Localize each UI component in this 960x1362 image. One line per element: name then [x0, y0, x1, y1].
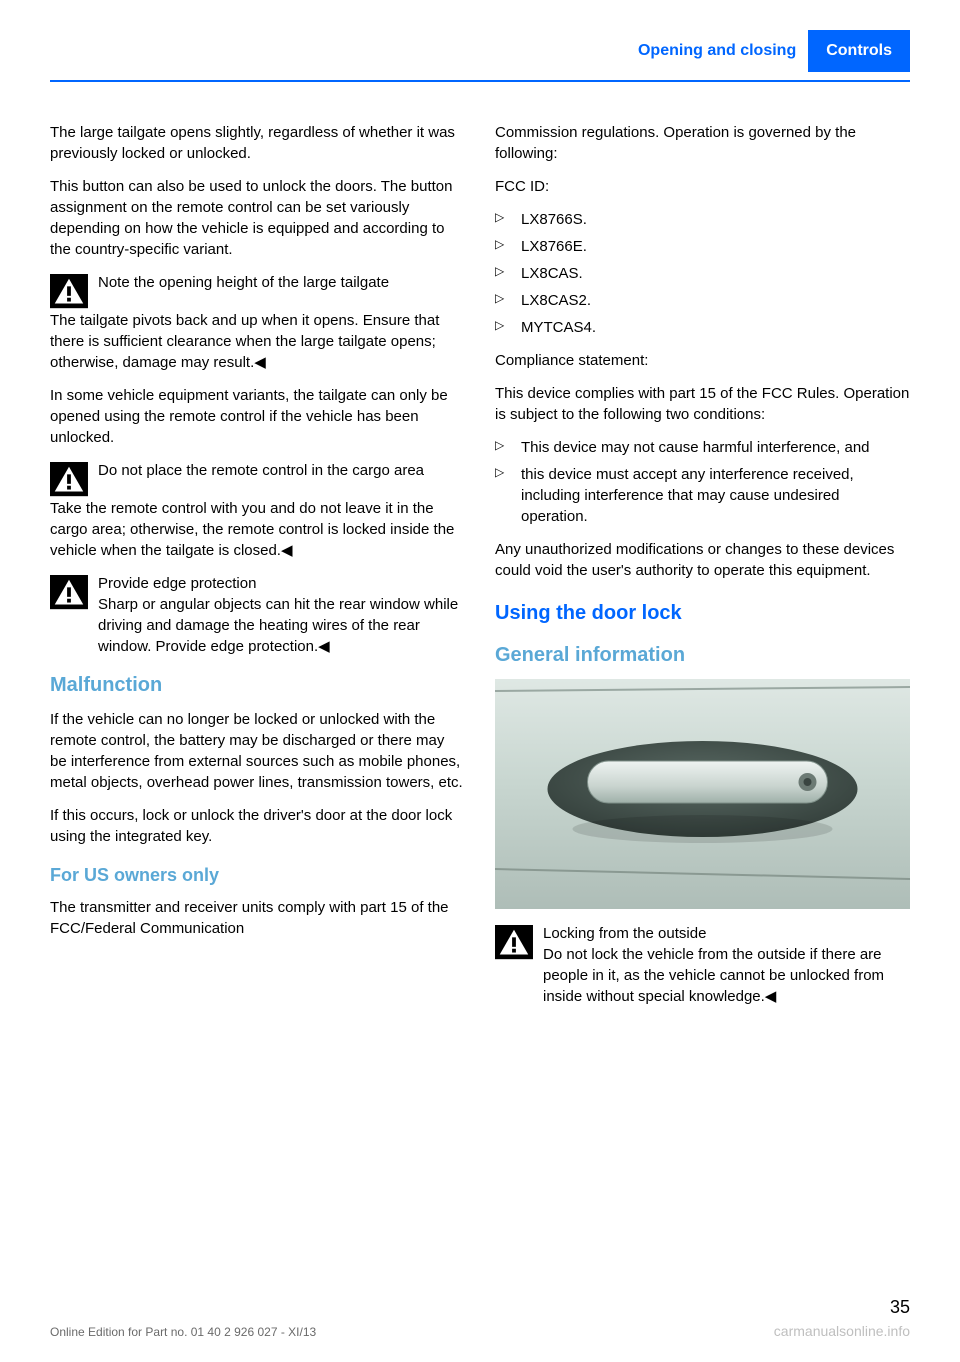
heading-general-info: General information — [495, 641, 910, 669]
header-chapter: Controls — [808, 30, 910, 72]
warning-icon — [50, 462, 88, 496]
left-column: The large tailgate opens slightly, regar… — [50, 122, 465, 1019]
body-text: If the vehicle can no longer be locked o… — [50, 709, 465, 793]
list-item: LX8766E. — [495, 236, 910, 257]
body-text: This button can also be used to unlock t… — [50, 176, 465, 260]
page-number: 35 — [50, 1295, 910, 1320]
list-item: LX8CAS. — [495, 263, 910, 284]
watermark-text: carmanualsonline.info — [774, 1322, 910, 1342]
body-text: The large tailgate opens slightly, regar… — [50, 122, 465, 164]
warning-body: Do not lock the vehicle from the outside… — [543, 946, 884, 1005]
edition-text: Online Edition for Part no. 01 40 2 926 … — [50, 1324, 316, 1341]
warning-title: Locking from the outside — [543, 923, 910, 944]
body-text: Compliance statement: — [495, 350, 910, 371]
warning-title: Do not place the remote control in the c… — [98, 460, 465, 481]
warning-block: Provide edge protection Sharp or angular… — [50, 573, 465, 657]
heading-malfunction: Malfunction — [50, 671, 465, 699]
warning-title: Provide edge protection — [98, 573, 465, 594]
heading-door-lock: Using the door lock — [495, 599, 910, 627]
heading-us-owners: For US owners only — [50, 863, 465, 888]
warning-body: The tailgate pivots back and up when it … — [50, 310, 465, 373]
body-text: This device complies with part 15 of the… — [495, 383, 910, 425]
list-item: this device must accept any interference… — [495, 464, 910, 527]
warning-icon — [50, 274, 88, 308]
page-header: Opening and closing Controls — [50, 30, 910, 72]
list-item: This device may not cause harmful interf… — [495, 437, 910, 458]
warning-body: Sharp or angular objects can hit the rea… — [98, 596, 458, 655]
warning-block: Do not place the remote control in the c… — [50, 460, 465, 561]
warning-block: Note the opening height of the large tai… — [50, 272, 465, 373]
fcc-label: FCC ID: — [495, 176, 910, 197]
list-item: LX8766S. — [495, 209, 910, 230]
right-column: Commission regulations. Operation is gov… — [495, 122, 910, 1019]
list-item: MYTCAS4. — [495, 317, 910, 338]
list-item: LX8CAS2. — [495, 290, 910, 311]
body-text: The transmitter and receiver units compl… — [50, 897, 465, 939]
fcc-id-list: LX8766S. LX8766E. LX8CAS. LX8CAS2. MYTCA… — [495, 209, 910, 338]
header-section: Opening and closing — [638, 40, 808, 62]
warning-icon — [495, 925, 533, 959]
warning-title: Note the opening height of the large tai… — [98, 272, 465, 293]
conditions-list: This device may not cause harmful interf… — [495, 437, 910, 527]
warning-icon — [50, 575, 88, 609]
body-text: In some vehicle equipment variants, the … — [50, 385, 465, 448]
page: Opening and closing Controls The large t… — [0, 0, 960, 1362]
warning-block: Locking from the outside Do not lock the… — [495, 923, 910, 1007]
content-columns: The large tailgate opens slightly, regar… — [50, 122, 910, 1019]
door-handle-figure — [495, 679, 910, 909]
body-text: If this occurs, lock or unlock the drive… — [50, 805, 465, 847]
header-rule — [50, 80, 910, 82]
body-text: Any unauthorized modifications or change… — [495, 539, 910, 581]
body-text: Commission regulations. Operation is gov… — [495, 122, 910, 164]
page-footer: 35 Online Edition for Part no. 01 40 2 9… — [0, 1295, 960, 1342]
warning-body: Take the remote control with you and do … — [50, 498, 465, 561]
